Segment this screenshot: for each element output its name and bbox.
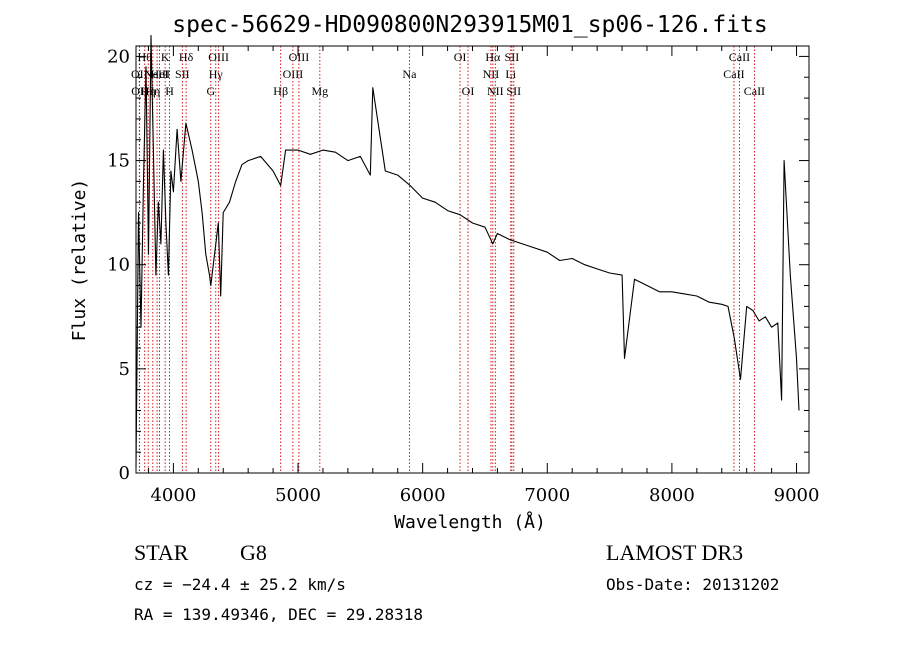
marker-label-4: Hη [145,84,160,98]
survey-name: LAMOST DR3 [606,540,743,565]
marker-label-2: Hθ [138,50,153,64]
marker-label-13: OIII [208,50,229,64]
marker-label-23: NII [487,84,504,98]
marker-label-17: Mg [311,84,328,98]
marker-label-27: CaII [723,67,744,81]
y-tick-label-1: 5 [119,359,130,380]
marker-label-21: NII [483,67,500,81]
marker-label-6: HeI [151,67,169,81]
x-tick-label-3: 7000 [524,485,570,506]
plot-frame [135,45,810,474]
spectrum-line-0 [135,35,800,467]
x-tick-label-1: 5000 [275,485,321,506]
y-tick-label-4: 20 [107,46,130,67]
y-tick-label-3: 15 [107,151,130,172]
spectral-line-markers: OIIOIIHθHηHηNeIIIHeIKHSIIHδGHγOIIIHβOIII… [131,46,765,473]
x-tick-label-5: 9000 [774,485,820,506]
x-tick-label-4: 8000 [649,485,695,506]
marker-label-28: CaII [729,50,750,64]
spectrum-series [135,35,800,467]
y-axis-label: Flux (relative) [69,179,90,342]
marker-label-9: SII [175,67,190,81]
marker-label-29: CaII [744,84,765,98]
y-tick-label-2: 10 [107,255,130,276]
marker-label-25: SII [505,50,520,64]
marker-label-12: Hγ [209,67,224,81]
x-axis-label: Wavelength (Å) [394,511,546,533]
marker-label-11: G [206,84,215,98]
marker-label-16: OIII [289,50,310,64]
object-subclass: G8 [240,540,267,565]
marker-label-15: OIII [283,67,304,81]
marker-label-26: SII [506,84,521,98]
object-class: STAR [134,540,189,565]
marker-label-14: Hβ [273,84,288,98]
x-tick-label-2: 6000 [400,485,446,506]
chart-title: spec-56629-HD090800N293915M01_sp06-126.f… [172,12,767,38]
y-tick-label-0: 0 [119,463,130,484]
marker-label-19: OI [454,50,467,64]
y-axis-ticks: 0 5 10 15 20 [107,46,809,484]
marker-label-22: Hα [485,50,501,64]
x-tick-label-0: 4000 [150,485,196,506]
sky-coordinates: RA = 139.49346, DEC = 29.28318 [134,605,423,624]
marker-label-20: OI [462,84,475,98]
marker-label-18: Na [402,67,417,81]
marker-label-7: K [161,50,170,64]
observation-date: Obs-Date: 20131202 [606,575,779,594]
marker-label-24: Li [505,67,516,81]
marker-label-1: OII [131,84,148,98]
marker-label-8: H [165,84,174,98]
x-axis-ticks: 4000 5000 6000 7000 8000 9000 [147,46,820,506]
redshift-velocity: cz = −24.4 ± 25.2 km/s [134,575,346,594]
marker-label-10: Hδ [179,50,194,64]
